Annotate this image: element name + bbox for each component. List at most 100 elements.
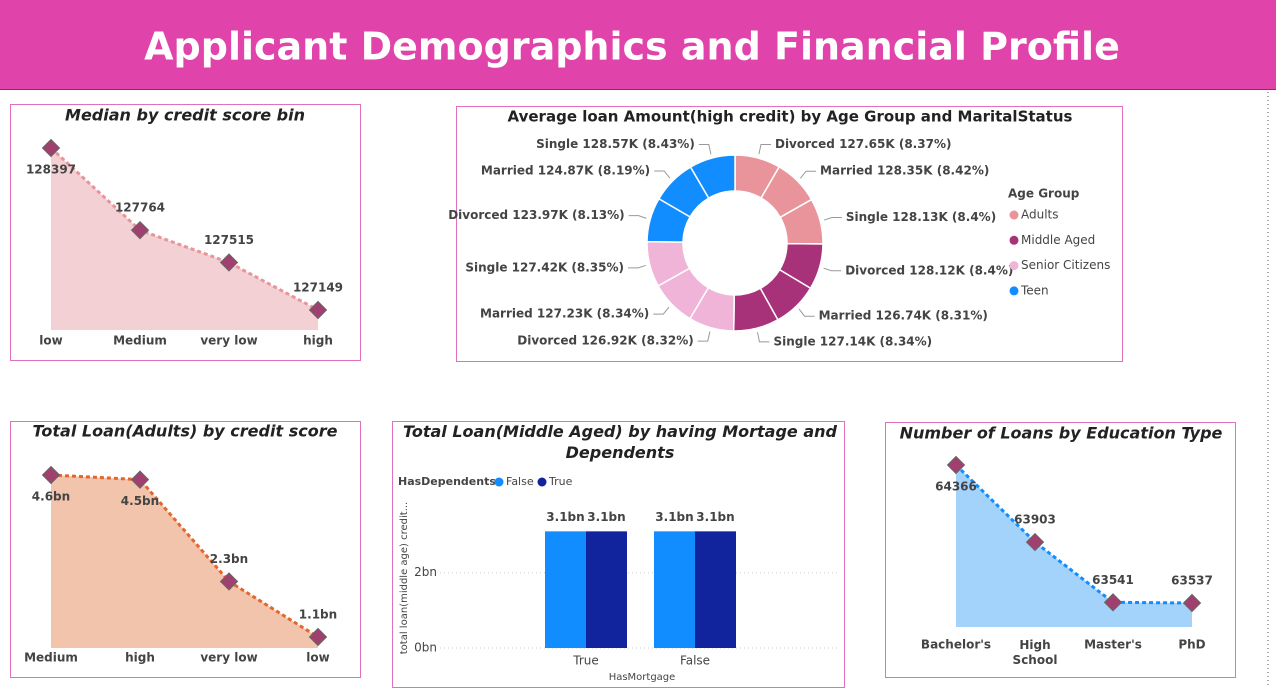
data-label: 127149 [293, 281, 343, 295]
legend-marker [1009, 235, 1019, 245]
chart-title: Total Loan(Middle Aged) by having Mortag… [403, 422, 838, 462]
data-label: 3.1bn [655, 510, 693, 524]
bar [695, 531, 736, 648]
leader-line [628, 215, 647, 219]
legend-label: False [506, 475, 534, 488]
marker [219, 253, 239, 272]
x-tick-label: High School [1013, 638, 1058, 667]
data-label: 64366 [935, 480, 977, 494]
y-tick-label: 0bn [414, 641, 437, 655]
marker [41, 465, 61, 485]
area [51, 148, 318, 330]
x-tick-label: high [303, 334, 333, 348]
leader-line [698, 144, 712, 155]
bar [654, 531, 695, 648]
data-label: Married 127.23K (8.34%) [480, 307, 649, 321]
chart-title: Median by credit score bin [65, 106, 305, 125]
data-label: 63541 [1092, 573, 1134, 587]
line [954, 463, 1193, 605]
data-label: Single 127.42K (8.35%) [465, 260, 624, 274]
marker [1182, 593, 1202, 613]
leader-line [653, 306, 670, 315]
legend-marker [494, 477, 504, 487]
x-tick-label: very low [200, 334, 257, 348]
data-label: 2.3bn [210, 552, 248, 566]
legend-label: Adults [1021, 208, 1059, 222]
line [49, 146, 319, 312]
leader-line [758, 144, 771, 155]
data-label: 63903 [1014, 513, 1056, 527]
page-title: Applicant Demographics and Financial Pro… [144, 25, 1120, 69]
marker [308, 300, 328, 320]
legend-label: Middle Aged [1021, 233, 1095, 247]
leader-line [654, 170, 671, 179]
panel [885, 422, 1236, 678]
marker [946, 455, 966, 475]
data-label: 4.5bn [121, 494, 159, 508]
data-label: 128397 [26, 163, 76, 177]
leader-line [697, 331, 711, 342]
y-axis-title: total loan(middle age) credit... [399, 502, 410, 654]
data-label: 3.1bn [546, 510, 584, 524]
legend-label: True [548, 475, 573, 488]
leader-line [628, 264, 646, 269]
marker [1025, 532, 1045, 552]
x-tick-label: very low [200, 651, 257, 665]
x-tick-label: Medium [24, 651, 78, 665]
data-label: 3.1bn [587, 510, 625, 524]
chart-title: Average loan Amount(high credit) by Age … [508, 108, 1073, 126]
donut-slice [689, 154, 736, 200]
y-tick-label: 2bn [414, 565, 437, 579]
bar [545, 531, 586, 648]
data-label: 63537 [1171, 574, 1213, 588]
x-tick-label: PhD [1178, 638, 1205, 652]
legend-marker [1009, 286, 1019, 296]
chart-title: Number of Loans by Education Type [900, 424, 1223, 443]
legend-label: Teen [1020, 283, 1049, 297]
header [0, 0, 1276, 90]
leader-line [823, 267, 842, 272]
data-label: Divorced 126.92K (8.32%) [517, 334, 693, 348]
legend-marker [537, 477, 547, 487]
x-tick-label: True [572, 654, 599, 668]
leader-line [799, 170, 817, 179]
leader-line [823, 217, 842, 221]
x-tick-label: Bachelor's [921, 638, 991, 652]
legend-title: HasDependents [398, 475, 496, 488]
legend-marker [1009, 261, 1019, 271]
x-tick-label: Medium [113, 334, 167, 348]
x-tick-label: low [306, 651, 329, 665]
leader-line [757, 332, 770, 343]
x-tick-label: False [680, 654, 710, 668]
data-label: Married 128.35K (8.42%) [820, 164, 989, 178]
data-label: 127764 [115, 201, 165, 215]
data-label: Single 128.13K (8.4%) [846, 210, 996, 224]
data-label: Divorced 123.97K (8.13%) [448, 208, 624, 222]
data-label: Divorced 128.12K (8.4%) [845, 263, 1013, 277]
marker [130, 220, 150, 240]
marker [1103, 593, 1123, 612]
leader-line [798, 308, 815, 317]
legend-marker [1009, 210, 1019, 220]
data-label: 1.1bn [299, 608, 337, 622]
marker [130, 470, 150, 489]
area [956, 465, 1192, 627]
legend-title: Age Group [1008, 187, 1080, 201]
data-label: 127515 [204, 233, 254, 247]
x-tick-label: Master's [1084, 638, 1142, 652]
legend-label: Senior Citizens [1021, 258, 1110, 272]
data-label: Single 128.57K (8.43%) [536, 137, 695, 151]
bar [586, 531, 627, 648]
data-label: 4.6bn [32, 490, 70, 504]
data-label: Married 126.74K (8.31%) [819, 309, 988, 323]
marker [308, 627, 328, 647]
chart-title: Total Loan(Adults) by credit score [33, 422, 338, 441]
data-label: Married 124.87K (8.19%) [481, 163, 650, 177]
data-label: Single 127.14K (8.34%) [773, 334, 932, 348]
x-tick-label: low [39, 334, 62, 348]
area [51, 475, 318, 648]
data-label: 3.1bn [696, 510, 734, 524]
x-axis-title: HasMortgage [609, 672, 676, 683]
marker [41, 138, 61, 158]
